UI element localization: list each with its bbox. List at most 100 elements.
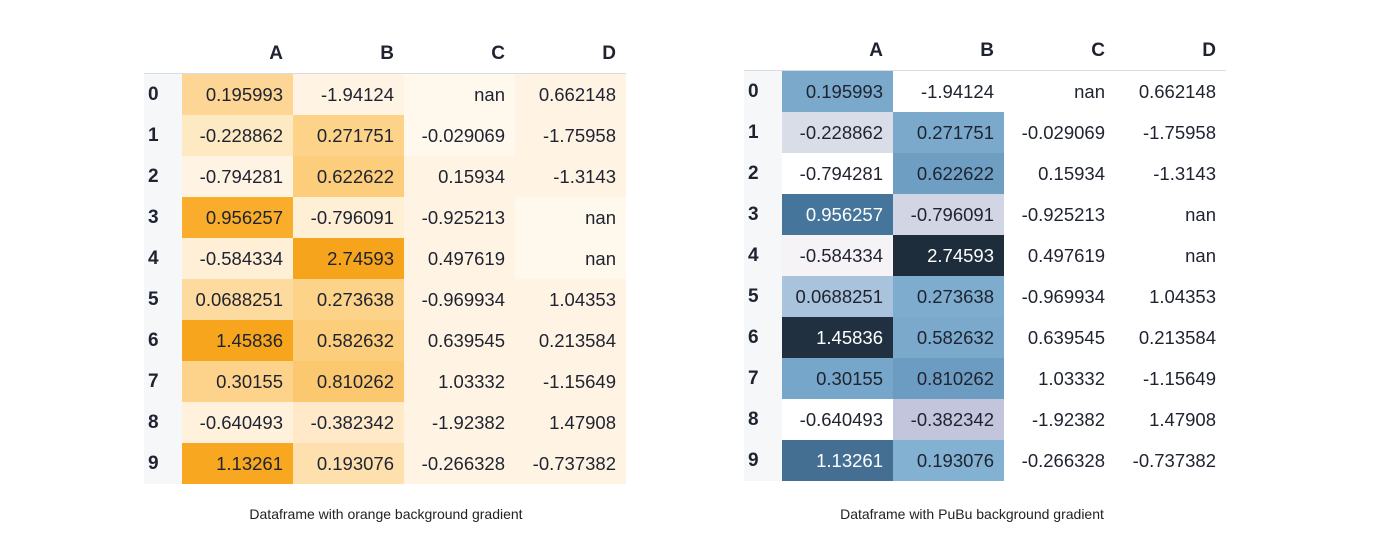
table-cell: 1.13261: [782, 440, 893, 481]
table-cell: 0.582632: [293, 320, 404, 361]
table-cell: 2.74593: [893, 235, 1004, 276]
table-cell: 1.04353: [515, 279, 626, 320]
table-cell: -0.796091: [293, 197, 404, 238]
row-index: 7: [144, 361, 182, 402]
table-cell: -1.92382: [404, 402, 515, 443]
column-header: D: [602, 43, 616, 64]
column-header: D: [1202, 40, 1216, 61]
table-cell: -1.94124: [893, 70, 1004, 112]
row-index: 6: [744, 317, 782, 358]
table-cell: -0.584334: [782, 235, 893, 276]
table-cell: 0.956257: [182, 197, 293, 238]
row-index: 1: [144, 115, 182, 156]
table-row: 0 0.195993 -1.94124 nan 0.662148: [144, 73, 626, 115]
table-cell: -0.925213: [404, 197, 515, 238]
table-row: 4 -0.584334 2.74593 0.497619 nan: [744, 235, 1226, 276]
table-cell: -1.75958: [1115, 112, 1226, 153]
table-row: 1 -0.228862 0.271751 -0.029069 -1.75958: [744, 112, 1226, 153]
column-header: C: [1091, 40, 1105, 61]
table-row: 9 1.13261 0.193076 -0.266328 -0.737382: [144, 443, 626, 484]
table-cell: 0.15934: [404, 156, 515, 197]
column-header: C: [491, 43, 505, 64]
header-row: A B C D: [144, 35, 626, 74]
table-row: 4 -0.584334 2.74593 0.497619 nan: [144, 238, 626, 279]
table-cell: 0.273638: [293, 279, 404, 320]
row-index: 7: [744, 358, 782, 399]
row-index: 4: [144, 238, 182, 279]
table-cell: -0.584334: [182, 238, 293, 279]
table-cell: 0.273638: [893, 276, 1004, 317]
header-row: A B C D: [744, 32, 1226, 71]
row-index: 3: [144, 197, 182, 238]
table-row: 9 1.13261 0.193076 -0.266328 -0.737382: [744, 440, 1226, 481]
table-row: 0 0.195993 -1.94124 nan 0.662148: [744, 70, 1226, 112]
table-cell: 0.271751: [293, 115, 404, 156]
table-cell: 0.582632: [893, 317, 1004, 358]
table-cell: -1.15649: [515, 361, 626, 402]
row-index: 5: [144, 279, 182, 320]
row-index: 9: [744, 440, 782, 481]
table-cell: 0.810262: [293, 361, 404, 402]
table-row: 6 1.45836 0.582632 0.639545 0.213584: [144, 320, 626, 361]
table-cell: 1.03332: [1004, 358, 1115, 399]
table-cell: 0.0688251: [782, 276, 893, 317]
table-cell: 0.497619: [1004, 235, 1115, 276]
table-cell: -0.266328: [404, 443, 515, 484]
table-row: 2 -0.794281 0.622622 0.15934 -1.3143: [144, 156, 626, 197]
table-cell: -1.92382: [1004, 399, 1115, 440]
table-cell: 0.956257: [782, 194, 893, 235]
table-cell: 0.662148: [515, 73, 626, 115]
table-cell: 0.271751: [893, 112, 1004, 153]
table-row: 7 0.30155 0.810262 1.03332 -1.15649: [144, 361, 626, 402]
table-row: 5 0.0688251 0.273638 -0.969934 1.04353: [144, 279, 626, 320]
row-index: 9: [144, 443, 182, 484]
table-cell: -0.794281: [182, 156, 293, 197]
table-cell: -0.382342: [893, 399, 1004, 440]
table-cell: nan: [404, 73, 515, 115]
table-cell: -1.94124: [293, 73, 404, 115]
table-cell: -0.029069: [404, 115, 515, 156]
table-cell: -0.228862: [182, 115, 293, 156]
row-index: 8: [744, 399, 782, 440]
column-header: B: [980, 40, 994, 61]
table-cell: 0.662148: [1115, 70, 1226, 112]
table-cell: 0.213584: [515, 320, 626, 361]
table-cell: 0.0688251: [182, 279, 293, 320]
table-cell: -1.75958: [515, 115, 626, 156]
table-cell: 0.15934: [1004, 153, 1115, 194]
table-cell: -0.796091: [893, 194, 1004, 235]
table-cell: -0.925213: [1004, 194, 1115, 235]
table-cell: 1.45836: [182, 320, 293, 361]
column-header: A: [869, 40, 883, 61]
table-cell: 0.195993: [782, 70, 893, 112]
table-cell: 0.193076: [893, 440, 1004, 481]
table-cell: 0.30155: [182, 361, 293, 402]
table-row: 5 0.0688251 0.273638 -0.969934 1.04353: [744, 276, 1226, 317]
table-cell: 0.639545: [404, 320, 515, 361]
table-row: 1 -0.228862 0.271751 -0.029069 -1.75958: [144, 115, 626, 156]
table-cell: -0.969934: [1004, 276, 1115, 317]
table-cell: 1.04353: [1115, 276, 1226, 317]
table-cell: 0.497619: [404, 238, 515, 279]
row-index: 5: [744, 276, 782, 317]
index-corner: [144, 35, 182, 74]
table-cell: -0.640493: [782, 399, 893, 440]
table-cell: 1.03332: [404, 361, 515, 402]
table-cell: nan: [1115, 194, 1226, 235]
table-row: 8 -0.640493 -0.382342 -1.92382 1.47908: [744, 399, 1226, 440]
row-index: 0: [744, 70, 782, 112]
table-cell: -0.266328: [1004, 440, 1115, 481]
table-row: 6 1.45836 0.582632 0.639545 0.213584: [744, 317, 1226, 358]
table-cell: -0.029069: [1004, 112, 1115, 153]
row-index: 0: [144, 73, 182, 115]
table-cell: 1.45836: [782, 317, 893, 358]
table-cell: 0.193076: [293, 443, 404, 484]
table-cell: nan: [515, 238, 626, 279]
row-index: 4: [744, 235, 782, 276]
table-cell: -0.737382: [515, 443, 626, 484]
table-row: 3 0.956257 -0.796091 -0.925213 nan: [144, 197, 626, 238]
index-corner: [744, 32, 782, 71]
